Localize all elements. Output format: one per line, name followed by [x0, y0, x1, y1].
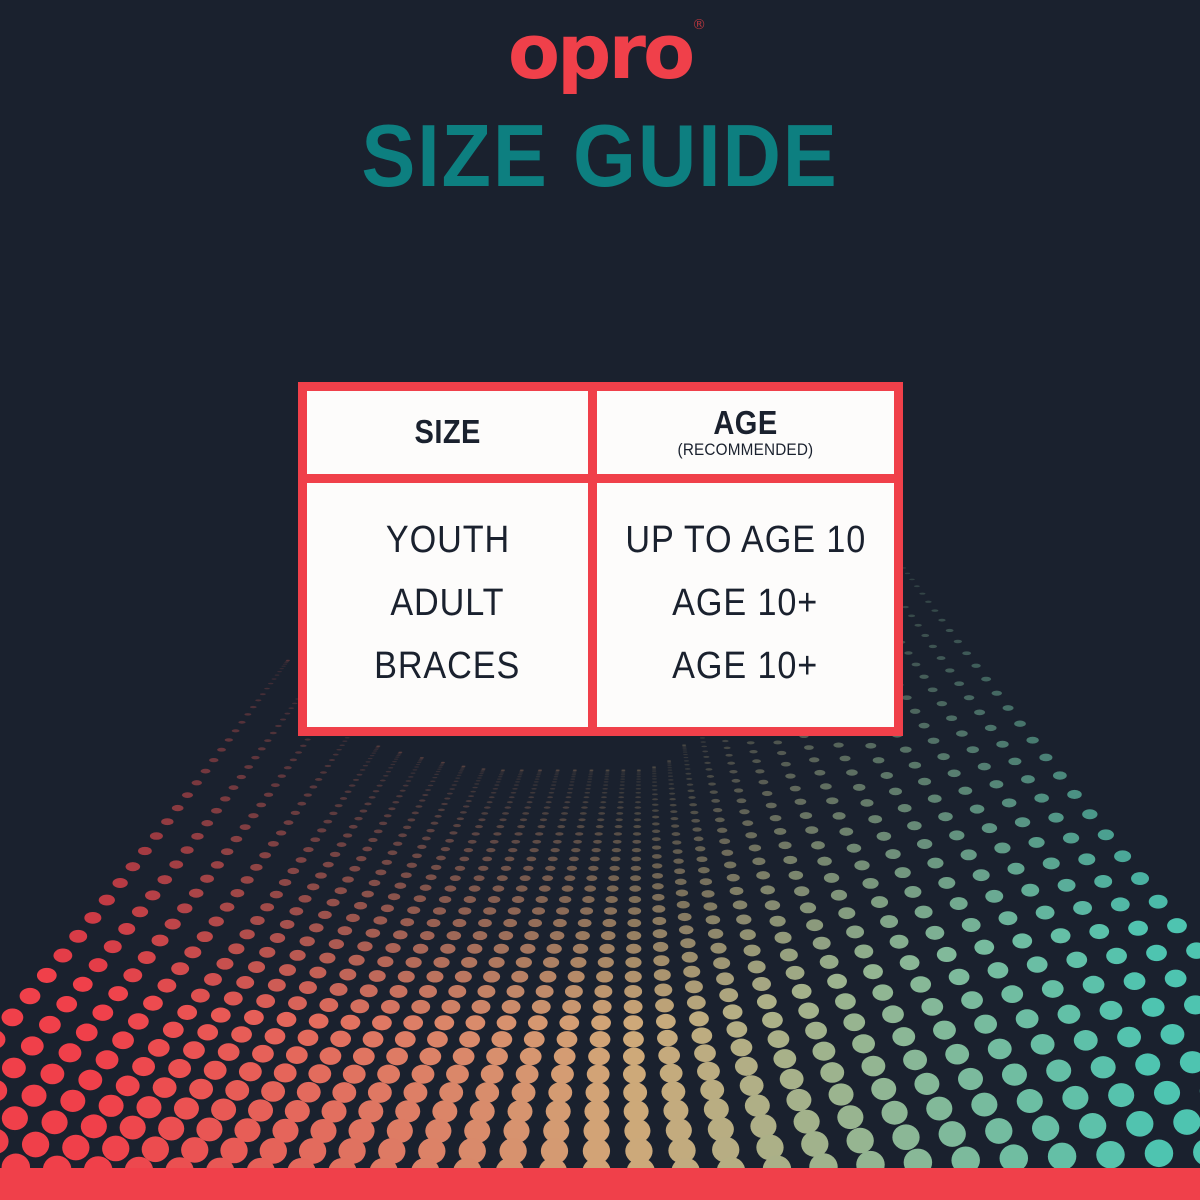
logo-wrap: opro ® — [507, 7, 706, 96]
body-cell-sizes: YOUTH ADULT BRACES — [307, 483, 588, 727]
size-value-adult: ADULT — [390, 581, 505, 624]
age-value-youth: UP TO AGE 10 — [625, 519, 866, 562]
header-cell-size: SIZE — [307, 391, 588, 474]
size-value-youth: YOUTH — [385, 519, 510, 562]
header-sublabel-age: (RECOMMENDED) — [677, 440, 814, 460]
opro-logo: opro ® — [0, 14, 1200, 90]
footer-bar — [0, 1168, 1200, 1200]
header-cell-age: AGE (RECOMMENDED) — [597, 391, 894, 474]
body-cell-ages: UP TO AGE 10 AGE 10+ AGE 10+ — [597, 483, 894, 727]
logo-wordmark: opro — [507, 7, 695, 96]
table-header-row: SIZE AGE (RECOMMENDED) — [307, 391, 894, 474]
header-label-size: SIZE — [414, 413, 481, 451]
age-value-braces: AGE 10+ — [672, 644, 819, 687]
size-value-braces: BRACES — [374, 644, 521, 687]
header-label-age: AGE — [713, 403, 778, 441]
registered-trademark-icon: ® — [692, 17, 707, 33]
size-guide-table: SIZE AGE (RECOMMENDED) YOUTH ADULT BRACE… — [298, 382, 903, 736]
page-title: SIZE GUIDE — [361, 106, 839, 205]
age-value-adult: AGE 10+ — [672, 581, 819, 624]
table-body-row: YOUTH ADULT BRACES UP TO AGE 10 AGE 10+ … — [307, 483, 894, 727]
